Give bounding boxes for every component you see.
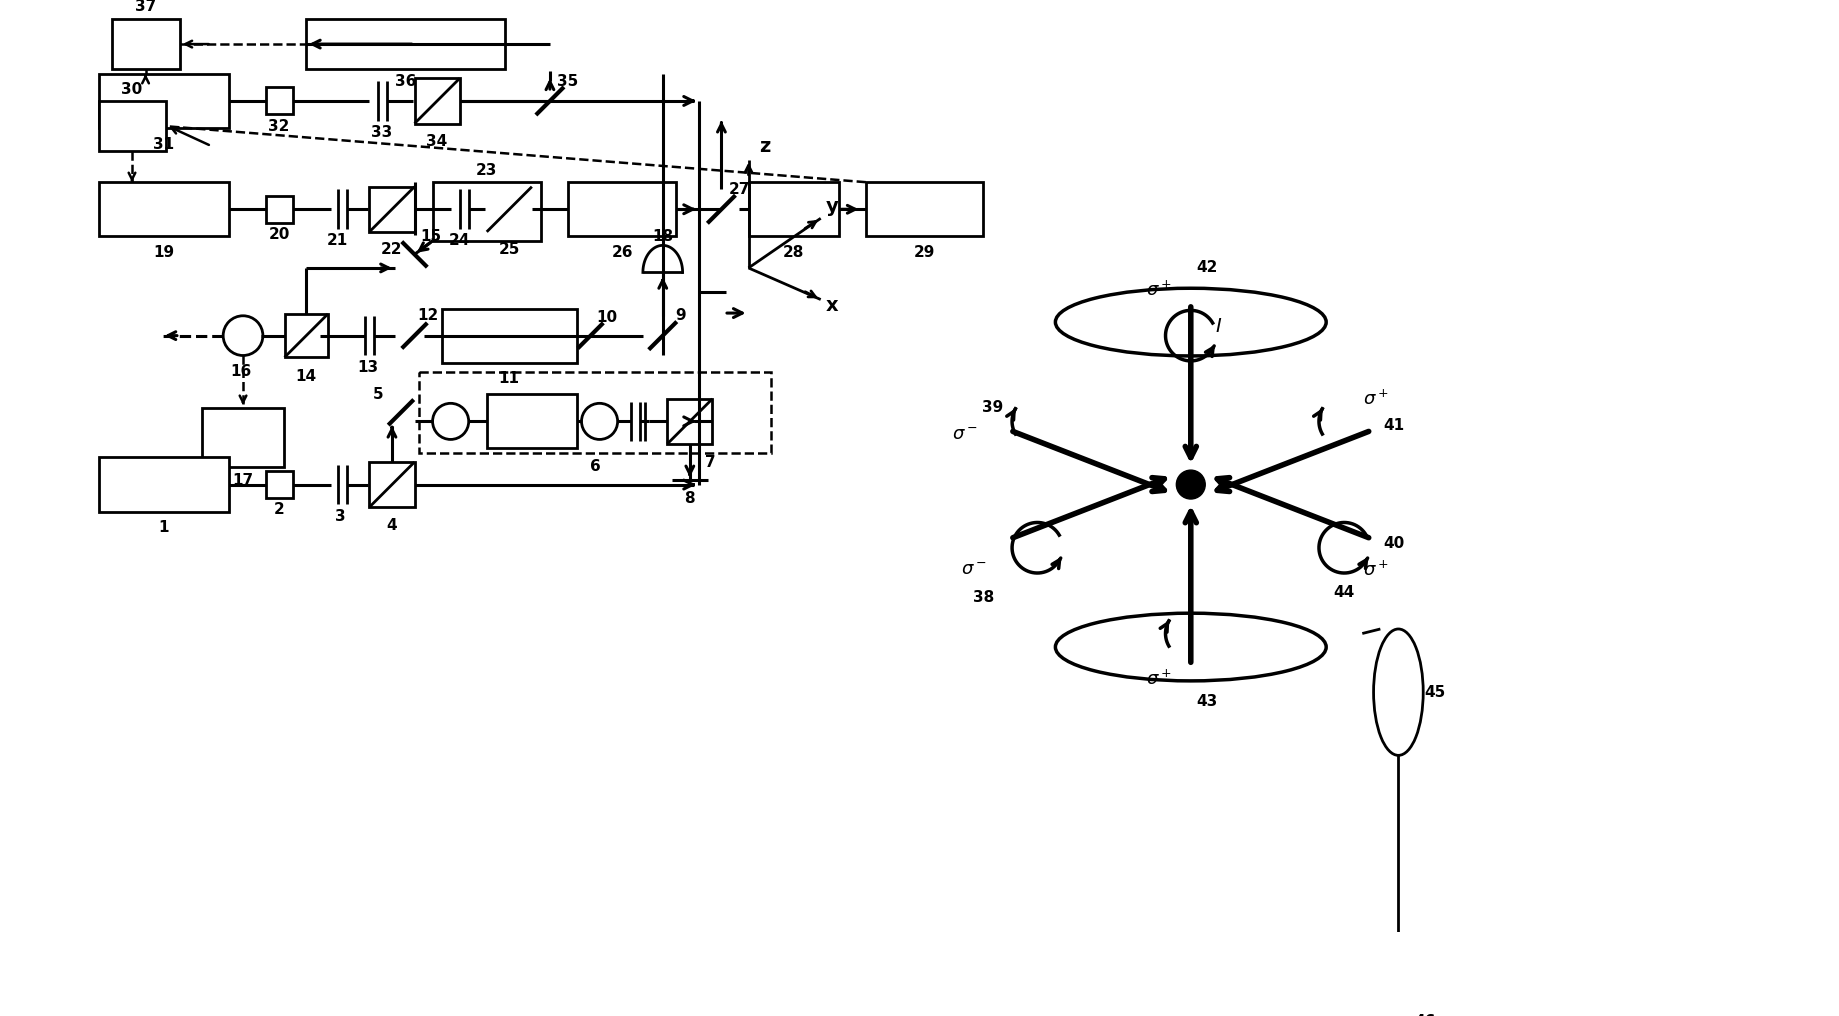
Text: $\sigma^-$: $\sigma^-$ bbox=[960, 561, 986, 579]
Text: 10: 10 bbox=[596, 310, 618, 325]
Text: $\sigma^+$: $\sigma^+$ bbox=[1363, 389, 1388, 408]
Text: 18: 18 bbox=[651, 229, 673, 244]
Text: 44: 44 bbox=[1333, 585, 1354, 600]
Text: 15: 15 bbox=[419, 229, 441, 244]
Text: 33: 33 bbox=[370, 125, 392, 140]
Text: 40: 40 bbox=[1383, 535, 1403, 551]
Text: 11: 11 bbox=[498, 372, 520, 386]
Text: 32: 32 bbox=[268, 119, 291, 134]
Bar bbox=[487, 394, 577, 448]
Text: 29: 29 bbox=[914, 245, 934, 260]
Bar bbox=[285, 314, 327, 358]
Text: x: x bbox=[824, 297, 837, 315]
Text: z: z bbox=[760, 136, 771, 155]
Text: 9: 9 bbox=[675, 308, 686, 323]
Text: 34: 34 bbox=[427, 134, 447, 149]
Text: 38: 38 bbox=[973, 590, 993, 605]
Bar bbox=[99, 101, 166, 150]
Text: 28: 28 bbox=[783, 245, 804, 260]
Text: 12: 12 bbox=[417, 308, 438, 323]
Text: 2: 2 bbox=[274, 502, 285, 517]
Text: 17: 17 bbox=[232, 472, 254, 488]
Text: 19: 19 bbox=[153, 245, 175, 260]
Bar bbox=[414, 78, 460, 124]
Bar bbox=[265, 196, 292, 223]
Text: $\sigma^-$: $\sigma^-$ bbox=[951, 426, 978, 444]
Text: 46: 46 bbox=[1414, 1014, 1436, 1016]
Text: 22: 22 bbox=[381, 243, 403, 257]
Text: 1: 1 bbox=[158, 520, 169, 535]
Text: 3: 3 bbox=[335, 509, 346, 523]
Text: 4: 4 bbox=[386, 518, 397, 532]
Text: 16: 16 bbox=[230, 365, 252, 379]
Text: 43: 43 bbox=[1195, 694, 1217, 709]
Text: 23: 23 bbox=[476, 163, 497, 178]
Text: I: I bbox=[1214, 317, 1219, 336]
Text: 20: 20 bbox=[268, 227, 291, 242]
Text: 24: 24 bbox=[449, 234, 471, 248]
Text: 41: 41 bbox=[1383, 419, 1403, 434]
Text: 35: 35 bbox=[557, 73, 577, 88]
Text: 45: 45 bbox=[1423, 685, 1444, 700]
Text: 5: 5 bbox=[373, 387, 384, 401]
Text: 13: 13 bbox=[357, 360, 379, 375]
Text: 26: 26 bbox=[611, 245, 633, 260]
Bar bbox=[668, 399, 712, 444]
Text: 30: 30 bbox=[121, 81, 143, 97]
Text: 21: 21 bbox=[327, 234, 348, 248]
Bar bbox=[432, 182, 541, 241]
Bar bbox=[568, 182, 677, 237]
Bar bbox=[441, 309, 577, 363]
Bar bbox=[748, 182, 839, 237]
Text: 6: 6 bbox=[588, 459, 600, 474]
Bar bbox=[487, 187, 531, 232]
Text: 8: 8 bbox=[684, 491, 695, 506]
Text: 42: 42 bbox=[1195, 260, 1217, 275]
Text: 37: 37 bbox=[134, 0, 156, 13]
Text: 25: 25 bbox=[498, 243, 520, 257]
Bar bbox=[305, 19, 504, 69]
Text: $\sigma^+$: $\sigma^+$ bbox=[1146, 280, 1171, 300]
Bar bbox=[112, 19, 180, 69]
Bar bbox=[202, 407, 283, 466]
Text: y: y bbox=[824, 197, 837, 216]
Bar bbox=[265, 471, 292, 498]
Text: 36: 36 bbox=[395, 74, 416, 89]
Bar bbox=[99, 182, 230, 237]
Circle shape bbox=[1175, 470, 1205, 499]
Bar bbox=[370, 187, 414, 232]
Bar bbox=[99, 457, 230, 512]
Bar bbox=[1335, 936, 1515, 1004]
Text: 7: 7 bbox=[704, 454, 715, 469]
Text: 27: 27 bbox=[728, 182, 750, 197]
Bar bbox=[99, 74, 230, 128]
Text: $\sigma^+$: $\sigma^+$ bbox=[1146, 669, 1171, 688]
Text: 39: 39 bbox=[980, 400, 1002, 416]
Bar bbox=[866, 182, 982, 237]
Text: 31: 31 bbox=[153, 137, 175, 151]
Bar bbox=[419, 372, 771, 453]
Bar bbox=[370, 462, 414, 507]
Text: $\sigma^+$: $\sigma^+$ bbox=[1363, 561, 1388, 580]
Bar bbox=[265, 87, 292, 115]
Text: 14: 14 bbox=[296, 369, 316, 384]
